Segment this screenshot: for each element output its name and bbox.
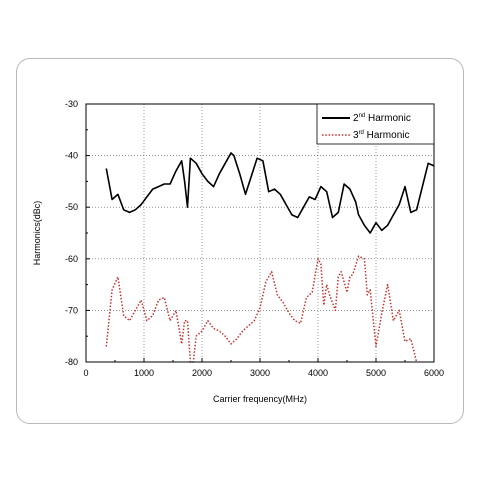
legend-3rd-rest: Harmonic (364, 130, 410, 141)
series-line-3rd-harmonic (105, 255, 418, 363)
legend-box (316, 103, 435, 145)
y-tick-labels: -80 -70 -60 -50 -40 -30 (65, 99, 78, 367)
y-tick-label: -70 (65, 305, 78, 315)
y-tick-label: -80 (65, 357, 78, 367)
y-tick-label: -60 (65, 254, 78, 264)
legend-3rd-base: 3 (353, 130, 359, 141)
y-tick-label: -50 (65, 202, 78, 212)
x-tick-label: 4000 (308, 368, 328, 378)
legend-2nd-base: 2 (353, 113, 359, 124)
legend-label-2nd: 2nd Harmonic (353, 113, 411, 124)
x-axis-label: Carrier frequency(MHz) (213, 394, 307, 404)
y-tick-label: -40 (65, 151, 78, 161)
x-tick-label: 6000 (424, 368, 444, 378)
legend-3rd-sup: rd (359, 130, 364, 136)
y-tick-label: -30 (65, 99, 78, 109)
x-tick-labels: 0 1000 2000 3000 4000 5000 6000 (83, 368, 444, 378)
legend: 2nd Harmonic 3rd Harmonic (316, 103, 435, 145)
legend-2nd-rest: Harmonic (365, 113, 411, 124)
legend-2nd-sup: nd (359, 113, 366, 119)
plot-frame (85, 103, 435, 363)
legend-label-3rd: 3rd Harmonic (353, 130, 409, 141)
x-tick-label: 2000 (192, 368, 212, 378)
x-tick-label: 3000 (250, 368, 270, 378)
x-tick-label: 5000 (366, 368, 386, 378)
grid (86, 104, 434, 362)
x-tick-label: 0 (83, 368, 88, 378)
series-lines (105, 152, 435, 363)
y-axis-label: Harmonics(dBc) (32, 201, 42, 266)
series-line-2nd-harmonic (105, 152, 435, 234)
x-tick-label: 1000 (134, 368, 154, 378)
